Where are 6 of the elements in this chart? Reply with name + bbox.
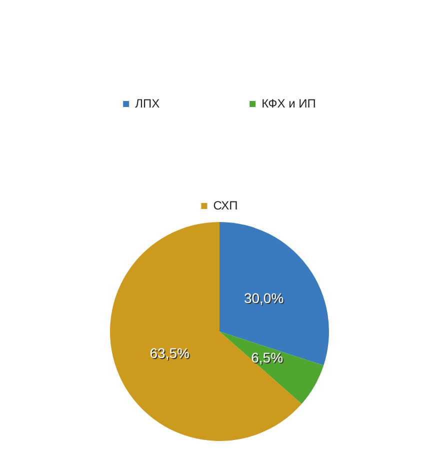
- legend-label: СХП: [213, 198, 238, 212]
- legend-label: ЛПХ: [135, 96, 160, 110]
- legend-label: КФХ и ИП: [262, 96, 316, 110]
- data-label: 63,5%: [150, 346, 190, 362]
- data-label: 6,5%: [252, 350, 284, 366]
- data-label: 30,0%: [244, 291, 285, 308]
